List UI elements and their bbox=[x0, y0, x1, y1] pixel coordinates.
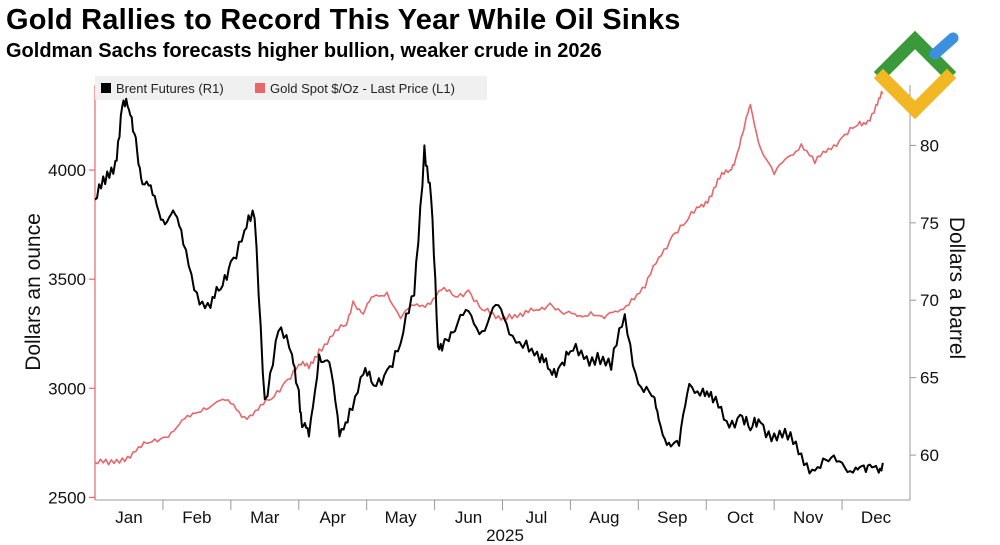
x-tick-label: Apr bbox=[319, 508, 346, 527]
x-tick-label: Sep bbox=[657, 508, 687, 527]
x-tick-label: Dec bbox=[861, 508, 892, 527]
right-tick-label: 80 bbox=[920, 136, 939, 155]
legend-swatch-brent bbox=[101, 83, 111, 93]
legend-background bbox=[95, 76, 487, 100]
arrows-logo-icon bbox=[873, 30, 959, 120]
left-tick-label: 4000 bbox=[48, 161, 86, 180]
left-tick-label: 3000 bbox=[48, 379, 86, 398]
x-tick-label: Mar bbox=[250, 508, 280, 527]
right-tick-label: 60 bbox=[920, 446, 939, 465]
logo-yellow-chevron bbox=[873, 68, 957, 120]
month-tick-marks bbox=[162, 500, 843, 510]
left-tick-label: 3500 bbox=[48, 270, 86, 289]
legend-label-gold: Gold Spot $/Oz - Last Price (L1) bbox=[270, 81, 455, 96]
left-axis-ticks: 2500 3000 3500 4000 bbox=[48, 161, 95, 507]
left-tick-label: 2500 bbox=[48, 488, 86, 507]
x-tick-label: Nov bbox=[793, 508, 824, 527]
x-axis-labels: Jan Feb Mar Apr May Jun Jul Aug Sep Oct Nov Dec bbox=[115, 508, 891, 527]
legend: Brent Futures (R1) Gold Spot $/Oz - Last… bbox=[95, 76, 487, 100]
logo-blue-arrow bbox=[929, 32, 959, 60]
x-axis-title: 2025 bbox=[486, 526, 524, 545]
right-tick-label: 65 bbox=[920, 369, 939, 388]
legend-label-brent: Brent Futures (R1) bbox=[116, 81, 224, 96]
chart-subtitle: Goldman Sachs forecasts higher bullion, … bbox=[6, 40, 602, 62]
x-tick-label: May bbox=[385, 508, 418, 527]
logo-green-chevron bbox=[873, 30, 957, 82]
right-tick-label: 75 bbox=[920, 214, 939, 233]
left-axis-title: Dollars an ounce bbox=[22, 213, 45, 371]
right-tick-label: 70 bbox=[920, 291, 939, 310]
x-tick-label: Jan bbox=[115, 508, 142, 527]
brent-series-line bbox=[94, 97, 884, 475]
chart-title: Gold Rallies to Record This Year While O… bbox=[6, 4, 681, 36]
x-tick-label: Jun bbox=[455, 508, 482, 527]
gold-series-line bbox=[94, 90, 884, 466]
right-axis-ticks: 60 65 70 75 80 bbox=[910, 136, 939, 465]
legend-swatch-gold bbox=[255, 83, 265, 93]
x-tick-label: Aug bbox=[589, 508, 619, 527]
x-tick-label: Feb bbox=[182, 508, 211, 527]
x-tick-label: Oct bbox=[727, 508, 754, 527]
x-tick-label: Jul bbox=[526, 508, 548, 527]
right-axis-title: Dollars a barrel bbox=[945, 217, 968, 359]
